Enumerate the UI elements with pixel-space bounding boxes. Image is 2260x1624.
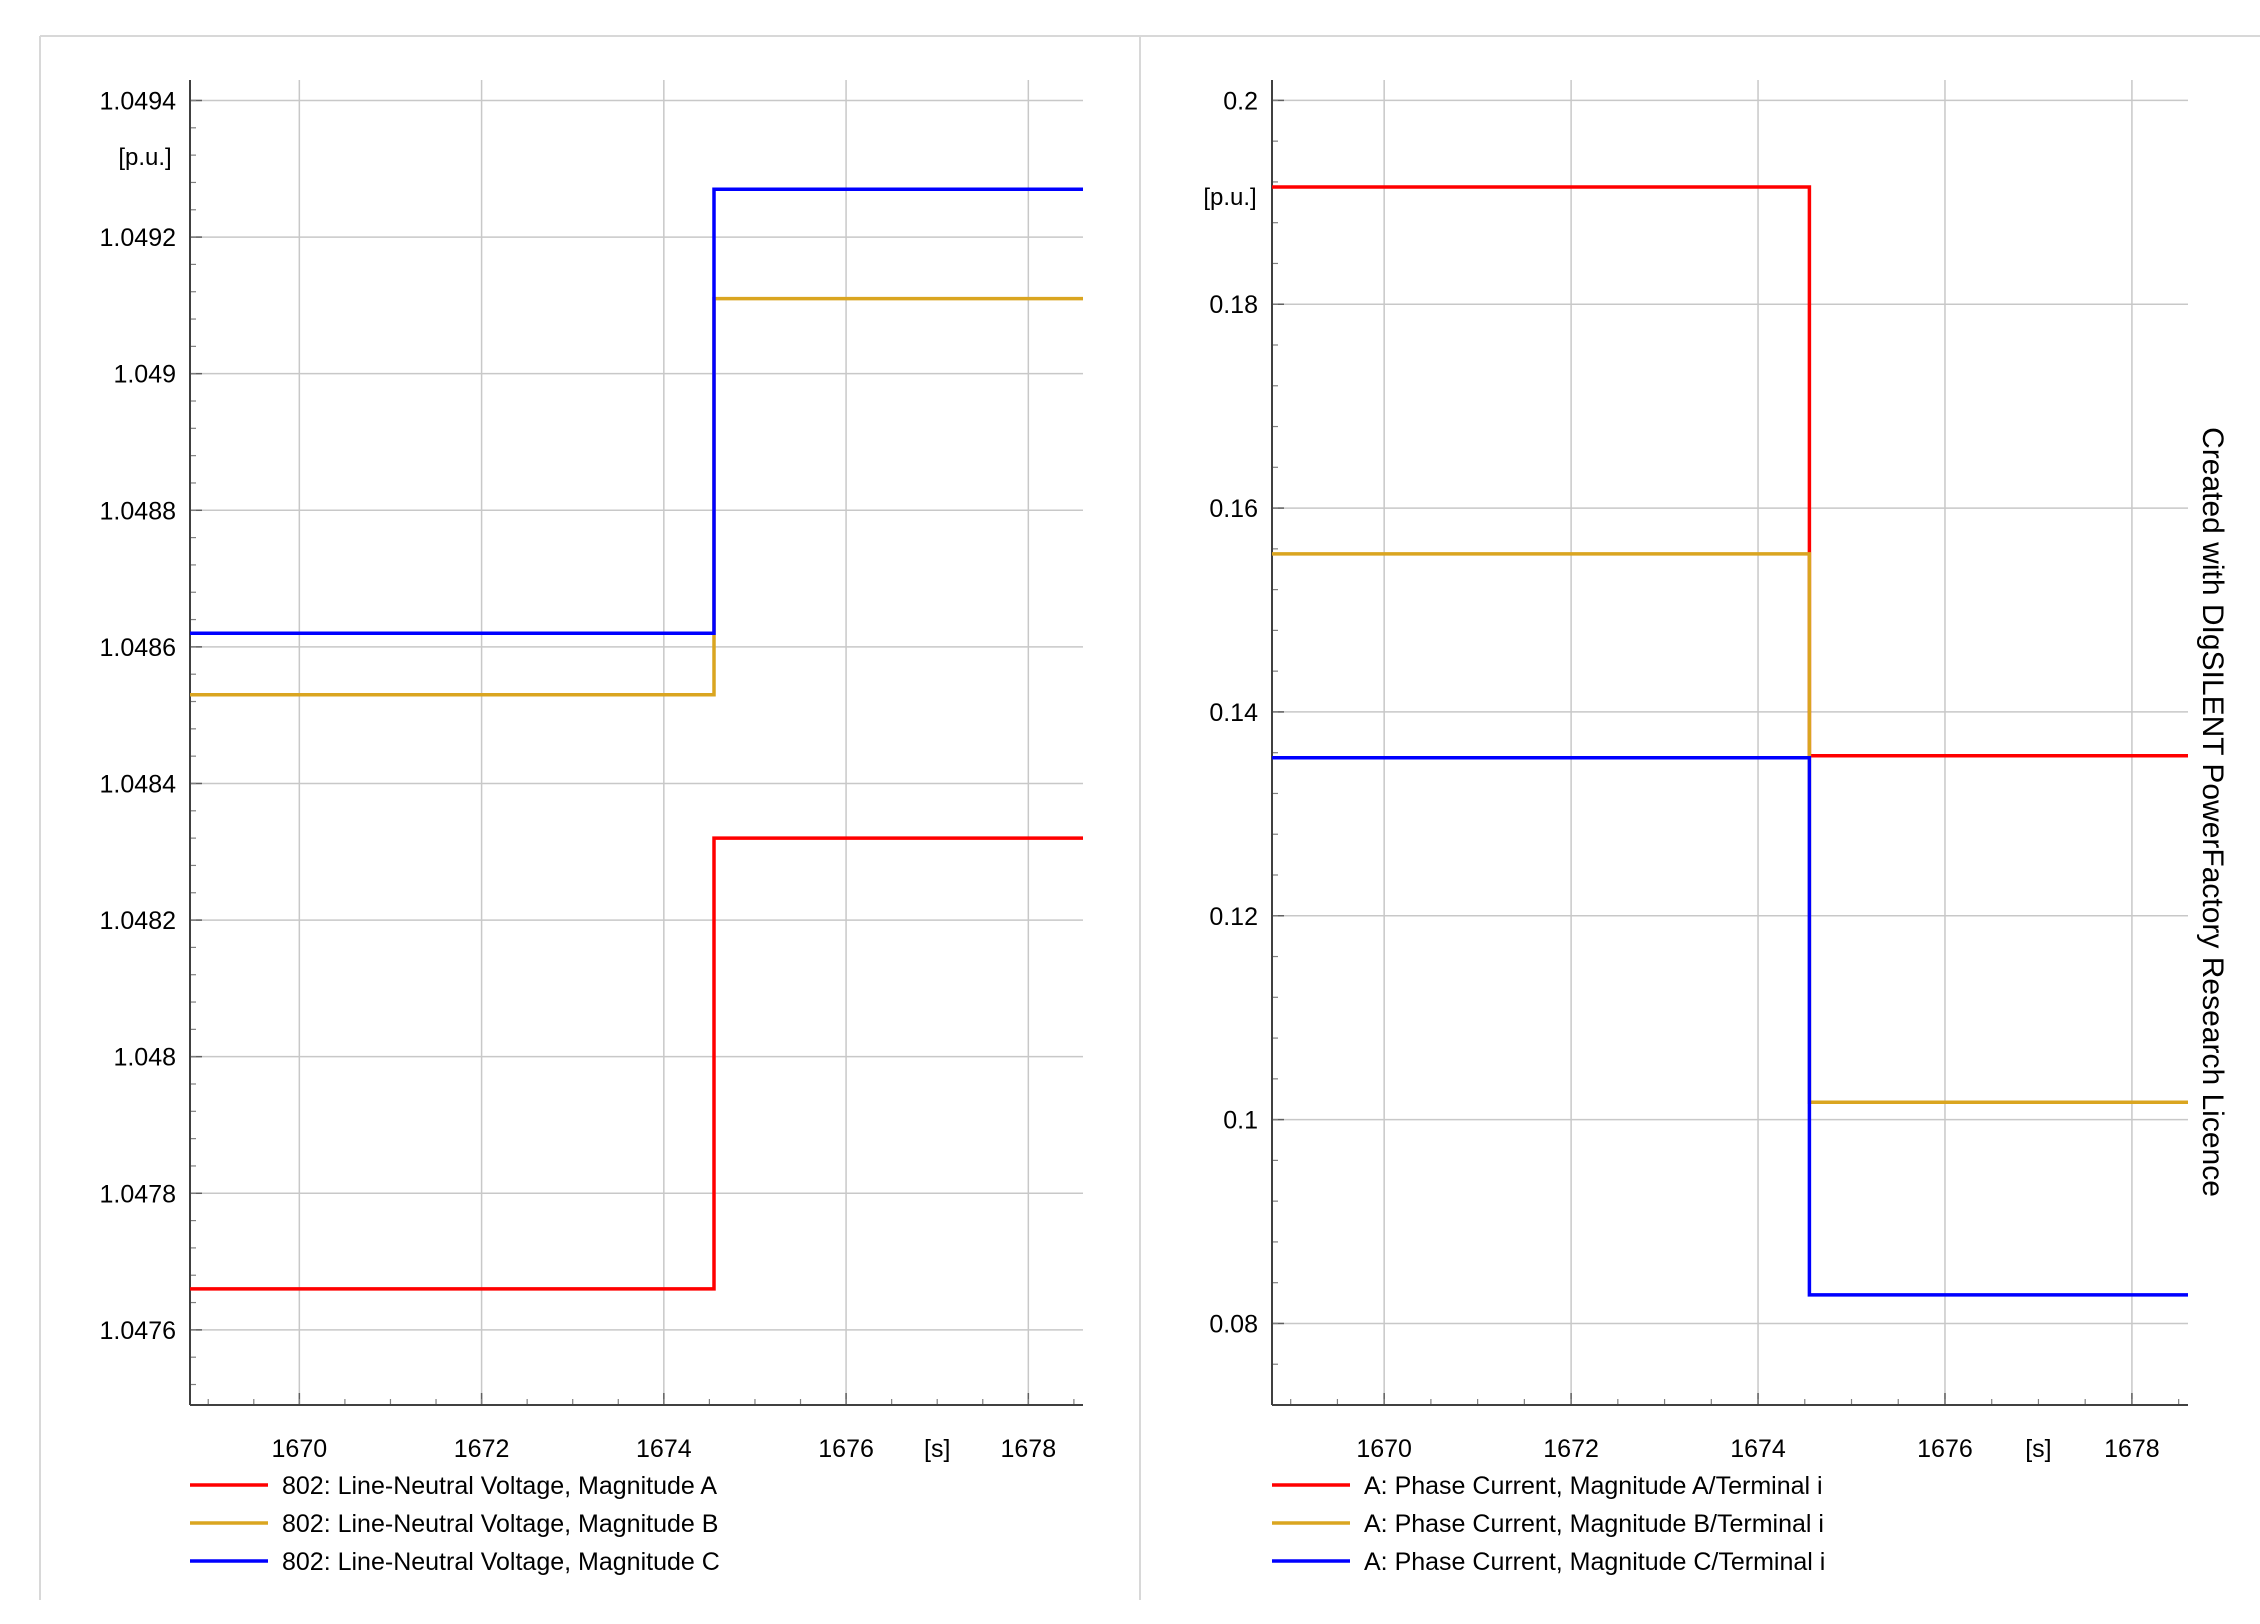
series-line	[190, 296, 1083, 697]
y-unit-label: [p.u.]	[118, 144, 171, 171]
series-line	[190, 836, 1083, 1291]
x-tick-label: 1678	[2104, 1435, 2160, 1463]
x-tick-label: 1674	[1730, 1435, 1786, 1463]
x-tick-label: 1670	[1356, 1435, 1412, 1463]
x-tick-label: 1672	[454, 1435, 510, 1463]
y-tick-label: 1.048	[113, 1044, 176, 1072]
x-tick-label: 1670	[272, 1435, 328, 1463]
x-unit-label: [s]	[924, 1435, 950, 1463]
watermark-text: Created with DIgSILENT PowerFactory Rese…	[2196, 427, 2229, 1197]
y-tick-label: 1.0482	[100, 907, 176, 935]
x-tick-label: 1676	[1917, 1435, 1973, 1463]
y-tick-label: 1.0476	[100, 1317, 176, 1345]
y-tick-label: 1.0486	[100, 634, 176, 662]
series-line	[1272, 756, 2188, 1297]
y-tick-label: 0.1	[1223, 1107, 1258, 1135]
y-tick-label: 1.049	[113, 361, 176, 389]
legend-label: 802: Line-Neutral Voltage, Magnitude B	[282, 1510, 718, 1538]
y-tick-label: 0.16	[1209, 495, 1258, 523]
legend-label: A: Phase Current, Magnitude A/Terminal i	[1364, 1472, 1823, 1500]
current-plot: 0.08 0.1 0.12 0.14 0.16 0.18 0.2 1670 1672 1674 16…	[1203, 80, 2188, 1576]
y-tick-label: 1.0492	[100, 224, 176, 252]
y-tick-label: 0.14	[1209, 699, 1258, 727]
legend-label: A: Phase Current, Magnitude C/Terminal i	[1364, 1548, 1825, 1576]
y-tick-label: 0.2	[1223, 87, 1258, 115]
x-tick-label: 1678	[1001, 1435, 1057, 1463]
x-unit-label: [s]	[2025, 1435, 2051, 1463]
y-tick-label: 1.0484	[100, 770, 177, 798]
series-line	[190, 187, 1083, 635]
legend-label: 802: Line-Neutral Voltage, Magnitude A	[282, 1472, 717, 1500]
x-tick-label: 1674	[636, 1435, 692, 1463]
y-unit-label: [p.u.]	[1203, 184, 1256, 211]
legend-label: A: Phase Current, Magnitude B/Terminal i	[1364, 1510, 1824, 1538]
y-tick-label: 1.0478	[100, 1180, 176, 1208]
y-tick-label: 1.0494	[100, 87, 177, 115]
x-tick-label: 1672	[1543, 1435, 1599, 1463]
legend-label: 802: Line-Neutral Voltage, Magnitude C	[282, 1548, 720, 1576]
y-tick-label: 1.0488	[100, 497, 176, 525]
voltage-plot: 1.0476 1.0478 1.048 1.0482 1.0484 1.0486 1.048…	[100, 80, 1083, 1576]
series-line	[1272, 185, 2188, 758]
y-tick-label: 0.18	[1209, 291, 1258, 319]
x-tick-label: 1676	[818, 1435, 874, 1463]
series-line	[1272, 552, 2188, 1105]
y-tick-label: 0.12	[1209, 903, 1258, 931]
y-tick-label: 0.08	[1209, 1310, 1258, 1338]
